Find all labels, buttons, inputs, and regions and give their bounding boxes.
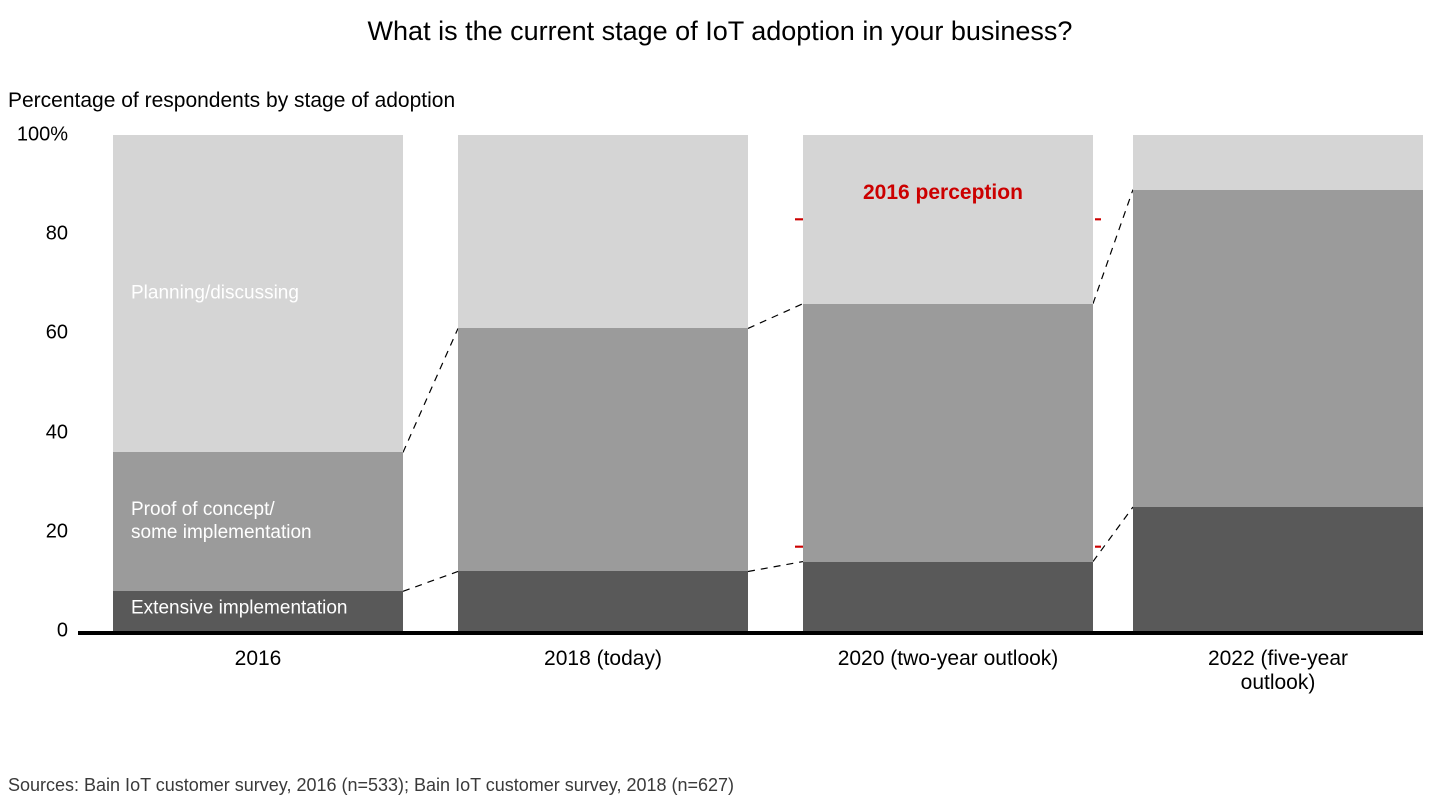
bar-segment-extensive [458,571,748,631]
bar-segment-extensive [803,562,1093,631]
category-label: 2020 (two-year outlook) [838,647,1059,671]
y-tick-label: 40 [46,421,68,444]
connector-line [403,571,458,591]
y-tick-label: 0 [57,620,68,643]
y-tick-label: 80 [46,223,68,246]
series-label-planning: Planning/discussing [131,282,299,305]
stacked-bar [1133,135,1423,631]
perception-label: 2016 perception [863,181,1023,205]
y-tick-label: 100% [17,124,68,147]
stacked-bar [458,135,748,631]
source-footnote: Sources: Bain IoT customer survey, 2016 … [8,775,734,796]
plot-area: Extensive implementation Proof of concept… [78,135,1423,635]
category-label: 2022 (five-year outlook) [1203,647,1353,695]
connector-line [1093,190,1133,304]
stacked-bar [113,135,403,631]
bar-segment-extensive [1133,507,1423,631]
stacked-bar [803,135,1093,631]
bar-segment-planning [1133,135,1423,190]
chart: Extensive implementation Proof of concept… [8,125,1428,685]
bar-segment-poc [1133,190,1423,507]
x-axis-baseline [78,631,1423,635]
connector-line [1093,507,1133,562]
category-label: 2018 (today) [544,647,662,671]
chart-subtitle: Percentage of respondents by stage of ad… [8,89,1440,113]
chart-title: What is the current stage of IoT adoptio… [0,16,1440,47]
series-label-poc: Proof of concept/some implementation [131,499,312,545]
bar-segment-poc [458,328,748,571]
connector-line [403,328,458,452]
bar-segment-planning [458,135,748,328]
series-label-extensive: Extensive implementation [131,597,348,620]
bar-segment-planning [803,135,1093,304]
bar-segment-poc [803,304,1093,562]
connector-line [748,562,803,572]
y-tick-label: 20 [46,520,68,543]
connector-line [748,304,803,329]
y-tick-label: 60 [46,322,68,345]
category-label: 2016 [235,647,282,671]
